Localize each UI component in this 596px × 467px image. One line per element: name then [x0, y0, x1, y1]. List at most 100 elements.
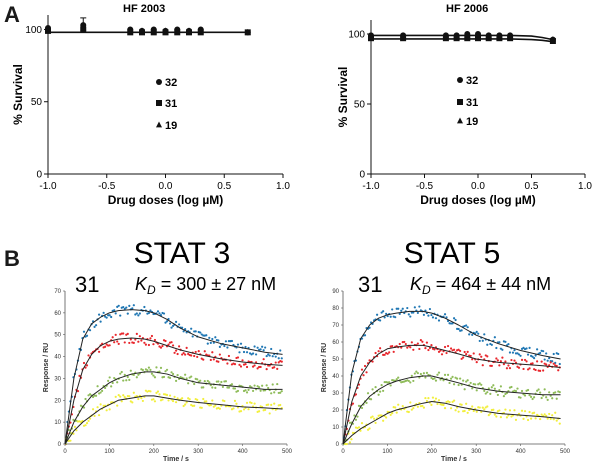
data-point [84, 366, 87, 369]
data-point [539, 417, 542, 421]
data-point [427, 314, 430, 317]
y-tick-label: 80 [332, 306, 339, 312]
data-point [360, 368, 364, 371]
data-point [138, 335, 141, 338]
data-point [185, 401, 188, 404]
data-point [217, 360, 220, 363]
data-point [114, 395, 117, 398]
y-tick-label: 0 [336, 442, 340, 448]
data-point [123, 395, 126, 399]
data-point [174, 401, 178, 404]
y-tick-label: 20 [54, 398, 61, 404]
data-point [557, 369, 560, 372]
data-point [416, 342, 419, 345]
legend-marker-square [156, 100, 162, 106]
data-point [135, 332, 138, 335]
data-point [525, 347, 528, 350]
data-point [419, 338, 422, 342]
data-point [202, 397, 205, 401]
data-point [525, 360, 528, 363]
data-point [481, 406, 484, 409]
data-point [276, 382, 279, 386]
y-tick-label: 60 [54, 311, 61, 317]
y-tick-label: 100 [348, 30, 365, 41]
data-point [211, 337, 214, 341]
data-point [220, 380, 223, 384]
data-point [354, 393, 358, 396]
data-point [155, 366, 158, 369]
data-point [259, 348, 262, 351]
data-point [218, 407, 221, 410]
data-point [463, 388, 466, 391]
series-dots [342, 338, 561, 445]
y-axis-label: % Survival [11, 64, 25, 125]
data-point [471, 333, 474, 337]
data-point [552, 352, 555, 356]
data-point [545, 363, 548, 366]
data-point-triangle [442, 33, 449, 40]
data-point [236, 389, 240, 393]
data-point [486, 343, 489, 346]
data-point [196, 355, 199, 359]
data-point [412, 379, 415, 383]
data-point [224, 380, 228, 383]
data-point [132, 373, 135, 377]
data-point [510, 358, 513, 362]
data-point [161, 398, 164, 401]
data-point [251, 389, 255, 393]
data-point [475, 410, 478, 413]
data-point [108, 314, 111, 317]
fit-line [64, 309, 283, 445]
data-point [501, 348, 504, 351]
x-tick-label: 500 [282, 449, 293, 455]
data-point [475, 389, 478, 392]
data-point [268, 354, 271, 357]
legend-marker-circle [156, 79, 162, 85]
data-point [280, 357, 283, 360]
data-point [205, 334, 208, 337]
data-point [546, 359, 549, 362]
data-point [499, 416, 502, 419]
data-point [242, 408, 246, 411]
data-point [102, 311, 105, 314]
data-point [129, 369, 132, 372]
data-point [241, 359, 244, 362]
data-point [529, 395, 533, 398]
data-point [416, 371, 419, 375]
data-point [165, 320, 169, 323]
data-point [462, 356, 465, 359]
chart-title: HF 2006 [446, 3, 488, 15]
data-point [457, 327, 460, 331]
kd-annotation: KD = 300 ± 27 nM [135, 274, 276, 297]
data-point [437, 371, 441, 374]
data-point [514, 418, 518, 421]
compound-label: 31 [75, 272, 99, 297]
data-point [437, 399, 441, 402]
data-point [226, 362, 229, 365]
data-point [113, 309, 116, 312]
data-point [395, 378, 398, 381]
data-point [152, 398, 155, 401]
data-point [554, 411, 557, 414]
data-point [449, 407, 453, 410]
series-dots [342, 305, 561, 439]
data-point [394, 316, 397, 319]
data-point [452, 383, 456, 386]
data-point [398, 312, 401, 315]
data-point [230, 383, 234, 386]
data-point [143, 305, 146, 309]
data-point [96, 406, 99, 409]
data-point [168, 394, 172, 397]
data-point-triangle [485, 33, 492, 40]
data-point [522, 417, 525, 420]
data-point [203, 380, 206, 383]
data-point [366, 392, 370, 395]
data-point [247, 388, 250, 391]
data-point [374, 386, 377, 389]
data-point [245, 365, 249, 369]
data-point [386, 314, 389, 318]
data-point [267, 403, 270, 406]
data-point [223, 344, 226, 348]
data-point [465, 324, 468, 327]
legend-marker-circle [457, 77, 463, 83]
